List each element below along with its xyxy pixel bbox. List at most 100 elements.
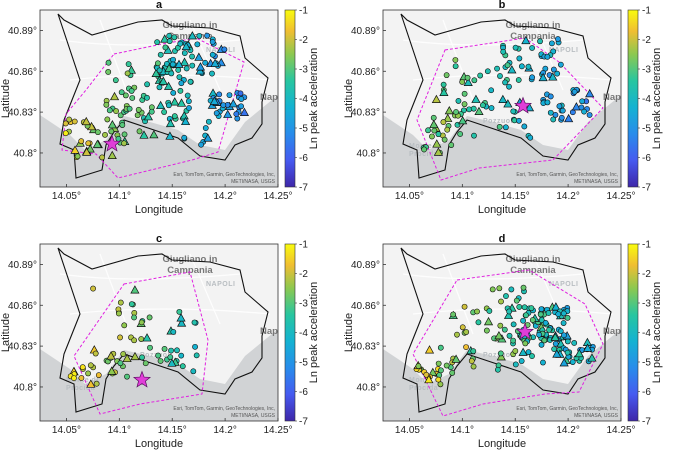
station-point bbox=[538, 341, 545, 348]
station-point bbox=[550, 66, 557, 73]
station-point bbox=[120, 351, 127, 357]
station-point bbox=[162, 44, 169, 51]
station-triangle bbox=[451, 354, 461, 363]
station-point bbox=[455, 98, 462, 104]
colorbar bbox=[284, 243, 296, 422]
station-point bbox=[494, 366, 501, 373]
colorbar-label: Ln peak acceleration bbox=[651, 48, 663, 150]
station-point bbox=[146, 314, 153, 321]
station-triangle bbox=[583, 343, 593, 352]
station-point bbox=[209, 70, 215, 77]
station-point bbox=[457, 131, 464, 137]
station-point bbox=[122, 92, 129, 99]
station-point bbox=[171, 113, 178, 120]
station-triangle bbox=[431, 94, 442, 103]
station-triangle bbox=[496, 352, 506, 361]
station-triangle bbox=[195, 66, 205, 75]
station-point bbox=[121, 322, 128, 329]
station-point bbox=[497, 322, 504, 329]
y-tick-label: 40.86° bbox=[8, 67, 37, 78]
station-triangle bbox=[130, 351, 140, 361]
station-point bbox=[121, 131, 128, 138]
station-point bbox=[237, 90, 244, 97]
station-point bbox=[124, 373, 130, 380]
colorbar-tick-label: -1 bbox=[299, 240, 308, 251]
y-tick-label: 40.89° bbox=[8, 26, 37, 37]
station-point bbox=[498, 298, 504, 305]
map-attribution-line-1: Esri, TomTom, Garmin, GeoTechnologies, I… bbox=[516, 406, 618, 412]
x-tick-label: 14.25° bbox=[263, 425, 292, 436]
station-triangle bbox=[574, 348, 584, 358]
station-point bbox=[213, 110, 220, 117]
station-point bbox=[547, 109, 554, 116]
station-point bbox=[489, 286, 496, 293]
station-point bbox=[85, 370, 91, 377]
station-point bbox=[176, 74, 183, 81]
station-point bbox=[537, 311, 544, 318]
chart-a: Giugliano inCampaniaNAPOLINapEsri, TomTo… bbox=[0, 0, 320, 216]
station-point bbox=[461, 101, 468, 108]
colorbar-tick-label: -5 bbox=[299, 358, 308, 369]
panel-b: Giugliano in Campania NAPOLI Nap Pozzuoli Mon… bbox=[343, 0, 683, 232]
map-label-campania: Campania bbox=[167, 265, 213, 276]
station-triangle bbox=[444, 105, 454, 115]
station-point bbox=[520, 284, 527, 291]
station-point bbox=[166, 32, 173, 39]
station-point bbox=[443, 72, 450, 79]
colorbar-tick-label: -6 bbox=[642, 153, 651, 164]
station-point bbox=[547, 93, 554, 100]
station-point bbox=[561, 332, 567, 339]
station-triangle bbox=[179, 111, 189, 120]
station-point bbox=[129, 95, 136, 101]
station-point bbox=[190, 368, 197, 375]
station-point bbox=[95, 129, 101, 136]
colorbar bbox=[284, 9, 296, 188]
axes-frame bbox=[382, 243, 622, 422]
station-point bbox=[62, 130, 69, 137]
station-point bbox=[181, 134, 188, 141]
station-point bbox=[174, 347, 180, 354]
station-point bbox=[437, 381, 444, 388]
colorbar-tick-label: -7 bbox=[642, 417, 651, 428]
station-point bbox=[569, 359, 576, 365]
station-point bbox=[179, 363, 186, 370]
x-tick-label: 14.05° bbox=[395, 191, 424, 202]
station-point bbox=[529, 45, 535, 51]
station-point bbox=[452, 57, 459, 63]
colorbar-tick-label: -4 bbox=[642, 94, 651, 105]
station-triangle bbox=[81, 116, 91, 126]
station-triangle bbox=[187, 31, 197, 40]
station-point bbox=[516, 117, 522, 124]
station-point bbox=[557, 328, 564, 335]
station-triangle bbox=[471, 94, 481, 103]
station-point bbox=[437, 344, 444, 351]
x-tick-label: 14.05° bbox=[395, 425, 424, 436]
station-triangle bbox=[92, 139, 103, 148]
station-point bbox=[144, 94, 150, 101]
station-point bbox=[168, 70, 175, 77]
station-point bbox=[131, 337, 138, 344]
station-point bbox=[569, 109, 576, 116]
station-point bbox=[124, 70, 131, 77]
station-point bbox=[527, 134, 534, 141]
panel-label: c bbox=[156, 234, 162, 245]
epicenter-star-icon bbox=[132, 370, 152, 388]
station-point bbox=[557, 61, 564, 68]
station-point bbox=[128, 88, 135, 94]
station-point bbox=[470, 348, 477, 355]
x-tick-label: 14.15° bbox=[501, 191, 530, 202]
station-point bbox=[435, 360, 442, 367]
station-point bbox=[108, 128, 115, 135]
x-tick-label: 14.15° bbox=[158, 191, 187, 202]
station-point bbox=[209, 51, 216, 58]
station-point bbox=[157, 358, 164, 364]
chart-c: Giugliano inCampaniaNAPOLINapPozzuoliMon… bbox=[0, 234, 320, 450]
y-tick-label: 40.83° bbox=[351, 108, 380, 119]
station-triangle bbox=[521, 35, 531, 45]
station-point bbox=[463, 344, 469, 350]
epicenter-star-icon bbox=[513, 96, 533, 114]
station-point bbox=[502, 79, 508, 86]
station-triangle bbox=[106, 351, 116, 360]
station-point bbox=[571, 88, 578, 95]
station-point bbox=[90, 285, 96, 292]
